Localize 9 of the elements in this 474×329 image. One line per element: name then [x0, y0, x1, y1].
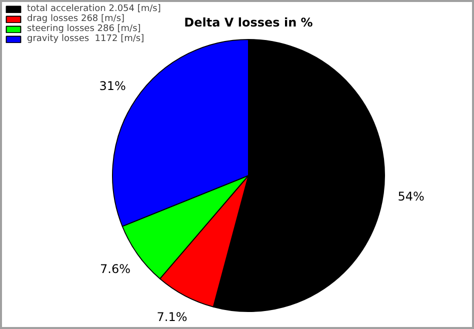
legend-label: gravity losses 1172 [m/s] — [27, 34, 144, 44]
data-label: 7.1% — [156, 310, 188, 324]
data-label: 7.6% — [100, 262, 131, 276]
data-label: 54% — [398, 189, 424, 204]
legend-label: steering losses 286 [m/s] — [27, 24, 141, 34]
text: Delta V losses in % — [184, 16, 313, 30]
legend-label: total acceleration 2.054 [m/s] — [27, 4, 161, 14]
legend-label: drag losses 268 [m/s] — [27, 14, 125, 24]
data-label: 31% — [99, 78, 126, 93]
